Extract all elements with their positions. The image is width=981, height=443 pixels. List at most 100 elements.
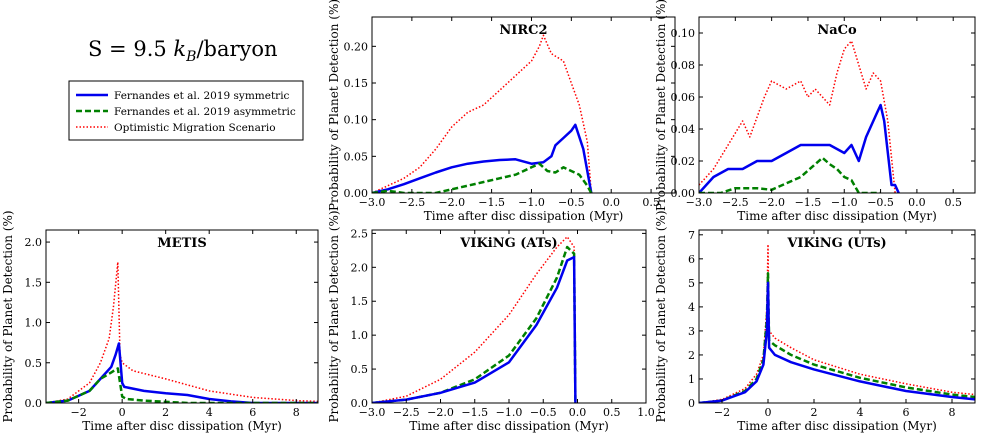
x-tick-label: 0.0 — [908, 196, 926, 209]
y-tick-label: 2 — [688, 349, 695, 362]
y-tick-label: 0.15 — [344, 77, 369, 90]
x-tick-label: 4 — [857, 406, 864, 419]
y-tick-label: 2.0 — [351, 261, 369, 274]
x-tick-label: −0.5 — [558, 196, 585, 209]
x-tick-label: 0.5 — [642, 196, 660, 209]
x-tick-label: −2.5 — [722, 196, 749, 209]
x-tick-label: 2 — [811, 406, 818, 419]
series-line-fernandes-et-al-2019-asymmetric — [46, 367, 318, 403]
y-tick-label: 0.05 — [344, 150, 369, 163]
panel-title: METIS — [157, 236, 206, 251]
y-tick-label: 0.20 — [344, 40, 369, 53]
y-tick-label: 1.5 — [25, 276, 43, 289]
x-axis-label: Time after disc dissipation (Myr) — [737, 419, 937, 433]
x-tick-label: −1.5 — [461, 406, 488, 419]
x-tick-label: −0.5 — [867, 196, 894, 209]
y-axis-label: Probability of Planet Detection (%) — [327, 210, 341, 422]
x-tick-label: −3.0 — [359, 196, 386, 209]
x-tick-label: 2 — [162, 406, 169, 419]
x-tick-label: −2.0 — [438, 196, 465, 209]
y-tick-label: 2.0 — [25, 236, 43, 249]
y-tick-label: 5 — [688, 277, 695, 290]
series-line-fernandes-et-al-2019-symmetric — [372, 255, 577, 403]
x-tick-label: 8 — [949, 406, 956, 419]
x-tick-label: 0.0 — [569, 406, 587, 419]
x-tick-label: 4 — [206, 406, 213, 419]
y-tick-label: 1.0 — [351, 329, 369, 342]
y-tick-label: 7 — [688, 229, 695, 242]
x-tick-label: −1.0 — [831, 196, 858, 209]
series-line-fernandes-et-al-2019-asymmetric — [372, 162, 593, 193]
plot-frame — [371, 229, 647, 404]
series-line-optimistic-migration-scenario — [46, 261, 318, 403]
y-tick-label: 0.10 — [671, 27, 696, 40]
x-tick-label: 8 — [293, 406, 300, 419]
legend-label-asymmetric: Fernandes et al. 2019 asymmetric — [114, 106, 296, 118]
series-line-fernandes-et-al-2019-asymmetric — [699, 272, 975, 403]
x-axis-label: Time after disc dissipation (Myr) — [424, 209, 624, 223]
x-tick-label: −2.0 — [427, 406, 454, 419]
panel-naco: −3.0 −2.5 −2.0 −1.5 −1.0 −0.5 0.0 0.5 0.00 0.02 0.… — [654, 0, 976, 223]
panel-title: NIRC2 — [499, 23, 547, 38]
x-tick-label: −1.5 — [478, 196, 505, 209]
panel-nirc2: −3.0 −2.5 −2.0 −1.5 −1.0 −0.5 0.0 0.5 0.00 0.05 0.… — [327, 0, 676, 223]
series-line-fernandes-et-al-2019-symmetric — [699, 103, 900, 193]
x-axis-label: Time after disc dissipation (Myr) — [409, 419, 609, 433]
x-tick-label: 0.0 — [602, 196, 620, 209]
plot-frame — [371, 16, 676, 194]
x-tick-label: −2 — [71, 406, 87, 419]
figure-title-prefix: S = 9.5 — [88, 37, 173, 61]
series-line-fernandes-et-al-2019-symmetric — [699, 281, 975, 403]
x-tick-label: 1.0 — [637, 406, 655, 419]
series-line-fernandes-et-al-2019-asymmetric — [699, 156, 881, 193]
y-tick-label: 0.0 — [351, 397, 369, 410]
x-tick-label: −3.0 — [686, 196, 713, 209]
x-tick-label: −2.5 — [399, 196, 426, 209]
x-tick-label: −1.0 — [496, 406, 523, 419]
figure-title-suffix: /baryon — [196, 37, 277, 61]
x-axis-label: Time after disc dissipation (Myr) — [737, 209, 937, 223]
x-tick-label: −0.5 — [530, 406, 557, 419]
x-tick-label: −2 — [714, 406, 730, 419]
panel-title: VIKiNG (UTs) — [786, 236, 886, 251]
panel-metis: −2 0 2 4 6 8 0.0 0.5 1.0 1.5 2.0 METIS Time after di… — [1, 210, 319, 433]
legend-label-optimistic: Optimistic Migration Scenario — [114, 122, 276, 134]
series-line-optimistic-migration-scenario — [699, 243, 975, 403]
panel-title: NaCo — [817, 23, 857, 38]
y-axis-label: Probability of Planet Detection (%) — [654, 0, 668, 211]
figure-title-kb-sub: B — [185, 49, 196, 65]
legend: Fernandes et al. 2019 symmetric Fernande… — [68, 80, 304, 141]
series-group — [46, 261, 318, 403]
y-tick-label: 0.04 — [671, 123, 696, 136]
y-tick-label: 1 — [688, 373, 695, 386]
x-tick-label: 0.5 — [944, 196, 962, 209]
x-tick-label: −2.0 — [758, 196, 785, 209]
panel-viking-uts: −2 0 2 4 6 8 0 1 2 3 4 5 6 7 VIKiNG (UTs) Time after di… — [654, 210, 976, 433]
x-axis-label: Time after disc dissipation (Myr) — [82, 419, 282, 433]
series-group — [372, 236, 577, 403]
x-tick-label: −1.0 — [518, 196, 545, 209]
y-tick-label: 0.00 — [671, 187, 696, 200]
y-tick-label: 6 — [688, 253, 695, 266]
series-line-fernandes-et-al-2019-symmetric — [372, 123, 593, 193]
y-tick-label: 0.10 — [344, 114, 369, 127]
y-tick-label: 0.02 — [671, 155, 696, 168]
series-line-fernandes-et-al-2019-asymmetric — [372, 245, 577, 403]
x-tick-label: 0.5 — [603, 406, 621, 419]
y-tick-label: 0.00 — [344, 187, 369, 200]
y-tick-label: 1.0 — [25, 317, 43, 330]
plot-frame — [698, 229, 976, 404]
y-axis-label: Probability of Planet Detection (%) — [327, 0, 341, 211]
x-tick-label: −1.5 — [795, 196, 822, 209]
y-tick-label: 0.08 — [671, 59, 696, 72]
plot-frame — [45, 229, 319, 404]
panel-title: VIKiNG (ATs) — [459, 236, 557, 251]
series-line-optimistic-migration-scenario — [372, 236, 577, 403]
legend-label-symmetric: Fernandes et al. 2019 symmetric — [114, 90, 290, 102]
figure-title-kb: k — [173, 37, 186, 61]
x-tick-label: 0 — [119, 406, 126, 419]
y-tick-label: 0 — [688, 397, 695, 410]
panels: −3.0 −2.5 −2.0 −1.5 −1.0 −0.5 0.0 0.50.000.050.… — [1, 0, 976, 433]
series-line-optimistic-migration-scenario — [372, 34, 593, 193]
figure-title: S = 9.5 kB/baryon — [88, 37, 278, 65]
